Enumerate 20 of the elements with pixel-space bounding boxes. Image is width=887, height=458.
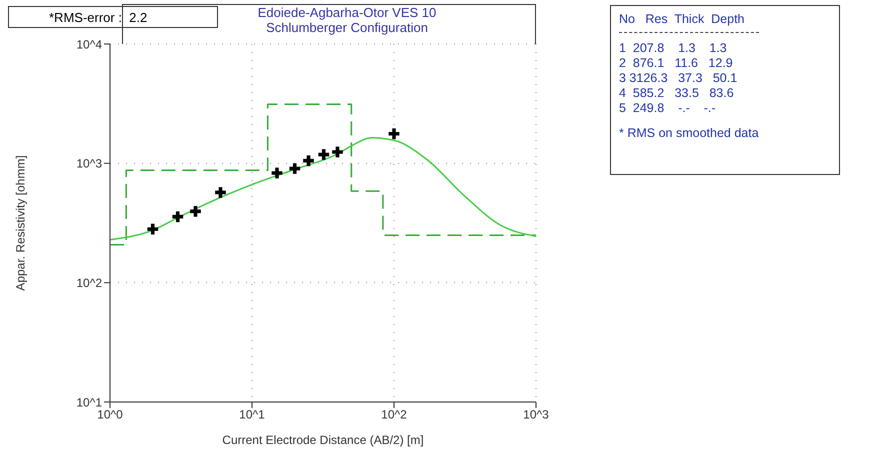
x-tick-label: 10^3 [523,408,550,422]
text: * RMS on smoothed data [619,126,760,140]
x-axis-title: Current Electrode Distance (AB/2) [m] [222,433,424,447]
text: 2 876.1 11.6 12.9 [619,56,734,71]
y-tick-label: 10^3 [76,156,102,171]
text: 5 249.8 -.- -.- [619,101,717,116]
x-tick-label: 10^1 [239,408,266,422]
text: 1 207.8 1.3 1.3 [619,41,728,56]
chart-title: Edoiede-Agbarha-Otor VES 10 [256,5,438,20]
text: 3 3126.3 37.3 50.1 [619,71,738,86]
chart-subtitle: Schlumberger Configuration [265,20,429,35]
x-tick-label: 10^0 [97,408,124,422]
x-tick-label: 10^2 [381,408,408,422]
text: *RMS-error : 2.2 [8,6,218,28]
y-tick-label: 10^2 [76,276,102,290]
text: No Res Thick Depth [619,12,759,33]
y-axis-title: Appar. Resistivity [ohmm] [13,155,28,291]
text: 4 585.2 33.5 83.6 [619,86,735,101]
y-tick-label: 10^1 [76,395,102,410]
y-tick-label: 10^4 [76,37,102,52]
